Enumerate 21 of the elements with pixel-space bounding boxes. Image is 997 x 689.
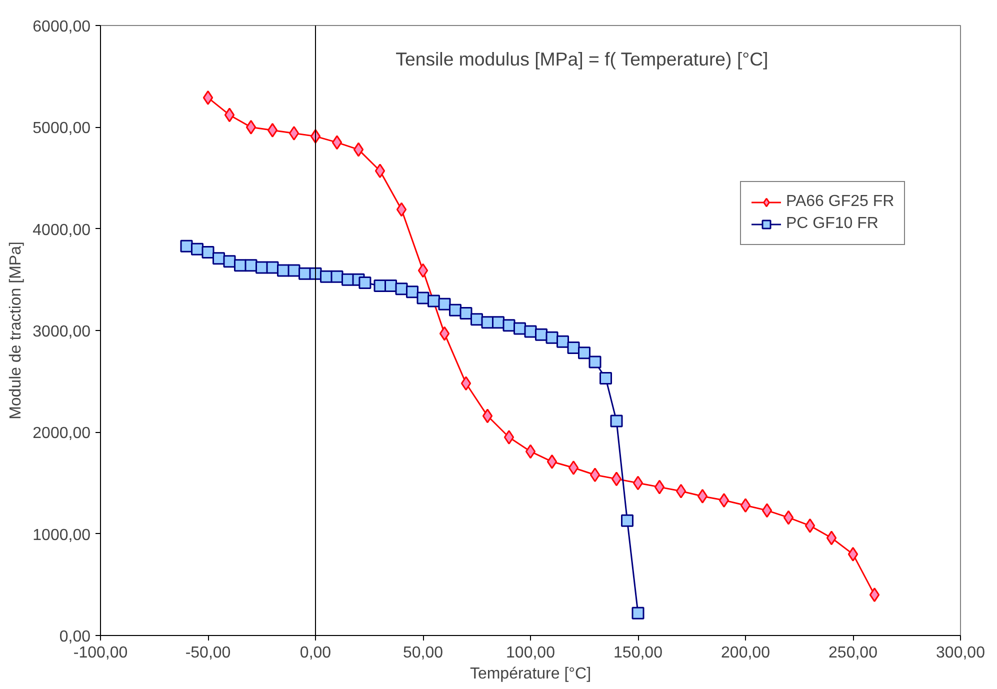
legend-label: PC GF10 FR [786,215,878,233]
x-tick-label: 300,00 [936,644,986,662]
legend-label: PA66 GF25 FR [786,193,894,211]
y-tick-label: 6000,00 [32,18,91,36]
x-tick-label: 200,00 [721,644,770,662]
text: Tensile modulus [MPa] = f( Temperature) [°C] [396,48,768,70]
x-tick-label: -50,00 [185,644,231,662]
x-tick-label: 50,00 [402,644,444,662]
x-tick-label: -100,00 [73,644,128,662]
y-tick-label: 5000,00 [32,120,91,138]
y-tick-label: 2000,00 [32,425,91,442]
y-tick-label: 4000,00 [32,222,91,239]
x-tick-label: 150,00 [614,644,663,662]
y-tick-label: 1000,00 [32,526,91,544]
x-axis-title: Température [°C] [470,666,592,682]
y-tick-label: 0,00 [59,628,91,646]
y-tick-label: 3000,00 [32,324,91,340]
x-tick-label: 250,00 [828,644,878,662]
x-tick-label: 100,00 [506,644,556,662]
x-tick-label: 0,00 [300,644,332,662]
y-axis-title: Module de traction [MPa] [8,242,24,420]
